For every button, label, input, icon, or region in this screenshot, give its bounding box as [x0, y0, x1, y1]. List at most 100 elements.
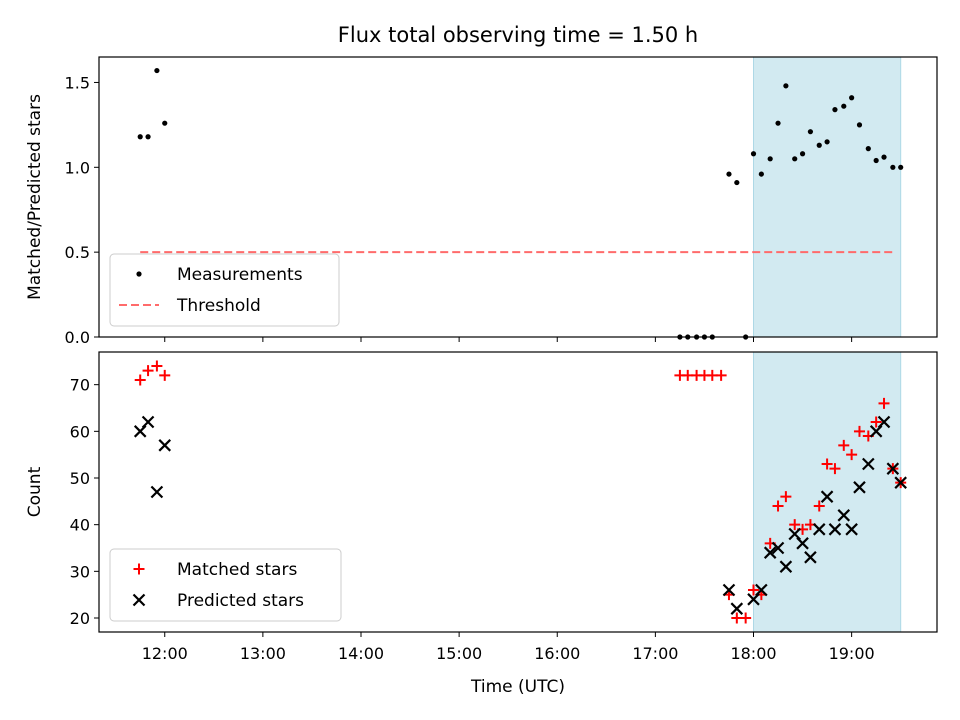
x-tick-label: 19:00	[829, 644, 875, 663]
y-tick-label: 20	[70, 609, 90, 628]
legend-label: Measurements	[177, 265, 303, 285]
data-point	[881, 154, 887, 160]
x-tick-label: 12:00	[142, 644, 188, 663]
x-tick-label: 16:00	[534, 644, 580, 663]
y-tick-label: 50	[70, 469, 90, 488]
legend-item: Predicted stars	[132, 591, 304, 611]
data-point	[789, 519, 801, 531]
panels-group: 0.0 0.5 1.0 1.5 Matched/Predicted stars Measu…	[25, 56, 938, 663]
data-point	[821, 458, 833, 470]
y-tick-label: 0.0	[65, 328, 90, 347]
data-point	[763, 546, 777, 559]
data-point	[890, 164, 896, 170]
data-point	[898, 164, 904, 170]
data-point	[813, 500, 825, 512]
legend-item: Threshold	[119, 296, 261, 316]
data-point	[150, 485, 164, 499]
legend-swatch	[136, 271, 142, 277]
data-point	[740, 612, 752, 624]
data-point	[141, 415, 155, 429]
panel-2: 20 30 40 50 60 70 12:00 13:00 14:00 15:00 16:00 17:…	[25, 351, 938, 663]
y-tick-label: 30	[70, 562, 90, 581]
x-tick-label: 17:00	[632, 644, 678, 663]
data-point	[750, 151, 757, 157]
data-point	[792, 156, 798, 162]
data-point	[730, 602, 744, 615]
data-point	[142, 365, 154, 377]
data-point	[829, 463, 841, 475]
data-point	[796, 537, 809, 550]
axes-frame	[98, 56, 938, 338]
data-point	[853, 481, 866, 494]
data-point	[722, 583, 736, 597]
y-tick-label: 1.0	[65, 158, 90, 177]
data-point	[779, 560, 793, 573]
data-point	[873, 157, 879, 164]
y-tick-label: 1.5	[65, 73, 90, 92]
series-2	[133, 415, 907, 615]
data-point	[846, 449, 858, 461]
observing-span	[753, 351, 902, 633]
observing-span	[753, 56, 902, 338]
legend-box	[109, 548, 342, 622]
data-point	[862, 457, 875, 471]
x-axis-label: Time (UTC)	[470, 677, 565, 697]
data-point	[799, 151, 806, 157]
legend-swatch	[132, 593, 146, 607]
data-point	[162, 120, 168, 126]
data-point	[755, 583, 768, 597]
data-point	[804, 551, 817, 564]
data-point	[145, 134, 151, 140]
data-point	[772, 500, 784, 512]
y-tick-label: 40	[70, 516, 90, 535]
data-point	[870, 416, 882, 428]
data-point	[159, 369, 171, 381]
data-point	[715, 369, 727, 381]
data-point	[865, 146, 871, 152]
data-point	[748, 584, 760, 596]
data-point	[812, 523, 826, 536]
axes-frame	[98, 351, 938, 633]
x-tick-label: 18:00	[730, 644, 776, 663]
legend-item: Matched stars	[133, 560, 297, 580]
data-point	[758, 171, 764, 177]
y-tick-label: 0.5	[65, 243, 90, 262]
data-point	[837, 509, 851, 522]
data-point	[845, 523, 858, 536]
series-1	[137, 67, 904, 340]
data-point	[853, 425, 865, 437]
x-tick-label: 14:00	[338, 644, 384, 663]
data-point	[856, 122, 863, 128]
data-point	[828, 523, 842, 536]
legend-box	[109, 253, 340, 327]
legend-item: Measurements	[136, 265, 303, 285]
data-point	[824, 139, 830, 145]
data-point	[878, 397, 890, 409]
data-point	[775, 120, 781, 126]
data-point	[154, 67, 160, 74]
legend-label: Matched stars	[177, 560, 297, 580]
data-point	[134, 374, 146, 386]
data-point	[151, 360, 163, 372]
legend-label: Predicted stars	[177, 591, 304, 611]
legend: Matched stars Predicted stars	[109, 548, 342, 622]
panel-1: 0.0 0.5 1.0 1.5 Matched/Predicted stars Measu…	[25, 56, 938, 347]
x-tick-label: 13:00	[240, 644, 286, 663]
data-point	[816, 142, 822, 148]
legend: Measurements Threshold	[109, 253, 340, 327]
data-point	[894, 476, 907, 489]
data-point	[726, 171, 732, 177]
data-point	[137, 134, 143, 140]
data-point	[780, 491, 792, 503]
data-point	[832, 107, 838, 113]
chart-title: Flux total observing time = 1.50 h	[338, 23, 698, 47]
data-point	[820, 490, 834, 503]
x-tick-label: 15:00	[436, 644, 482, 663]
data-point	[838, 439, 850, 451]
data-point	[771, 541, 785, 555]
y-axis-label: Count	[25, 466, 45, 517]
y-axis-label: Matched/Predicted stars	[25, 94, 45, 300]
data-point	[877, 415, 891, 429]
legend-label: Threshold	[176, 296, 261, 316]
